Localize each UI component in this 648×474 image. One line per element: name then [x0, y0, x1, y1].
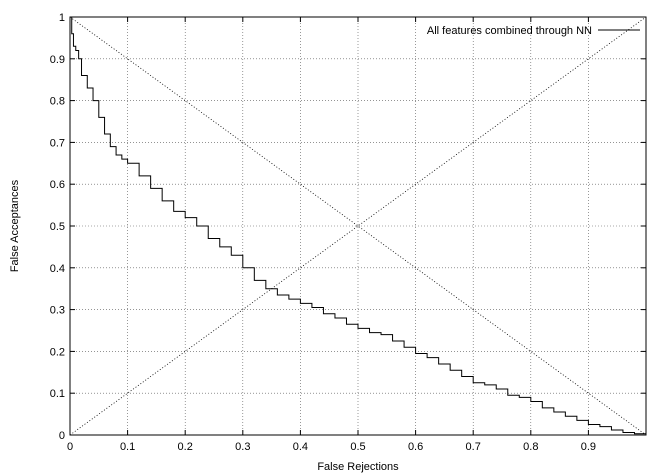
- y-tick-label: 0.7: [50, 137, 65, 149]
- axis-ticks: [69, 16, 646, 436]
- x-tick-label: 0.7: [466, 441, 481, 453]
- y-tick-label: 0.6: [50, 179, 65, 191]
- y-axis-title: False Acceptances: [9, 179, 21, 272]
- y-tick-label: 0.2: [50, 346, 65, 358]
- series-layer: [70, 16, 647, 435]
- x-tick-label: 0.4: [293, 441, 308, 453]
- y-tick-labels: 0 0.1 0.2 0.3 0.4 0.5 0.6 0.7 0.8 0.9 1: [50, 12, 65, 442]
- x-tick-label: 0.6: [408, 441, 423, 453]
- y-tick-label: 0.5: [50, 221, 65, 233]
- legend-label: All features combined through NN: [427, 25, 592, 37]
- grid-lines: [70, 17, 646, 435]
- x-tick-label: 0: [67, 441, 73, 453]
- y-tick-label: 0.8: [50, 96, 65, 108]
- y-tick-label: 0.1: [50, 388, 65, 400]
- x-tick-label: 0.1: [120, 441, 135, 453]
- x-tick-label: 0.2: [178, 441, 193, 453]
- legend: All features combined through NN: [427, 25, 640, 37]
- y-tick-label: 0.9: [50, 54, 65, 66]
- x-axis-title: False Rejections: [317, 461, 399, 473]
- y-tick-label: 0.3: [50, 305, 65, 317]
- x-tick-label: 0.5: [350, 441, 365, 453]
- x-tick-labels: 0 0.1 0.2 0.3 0.4 0.5 0.6 0.7 0.8 0.9: [67, 441, 596, 453]
- x-tick-label: 0.9: [581, 441, 596, 453]
- series-line: [70, 16, 647, 435]
- y-tick-label: 0: [59, 430, 65, 442]
- y-tick-label: 1: [59, 12, 65, 24]
- x-tick-label: 0.8: [523, 441, 538, 453]
- x-tick-label: 0.3: [235, 441, 250, 453]
- y-tick-label: 0.4: [50, 263, 65, 275]
